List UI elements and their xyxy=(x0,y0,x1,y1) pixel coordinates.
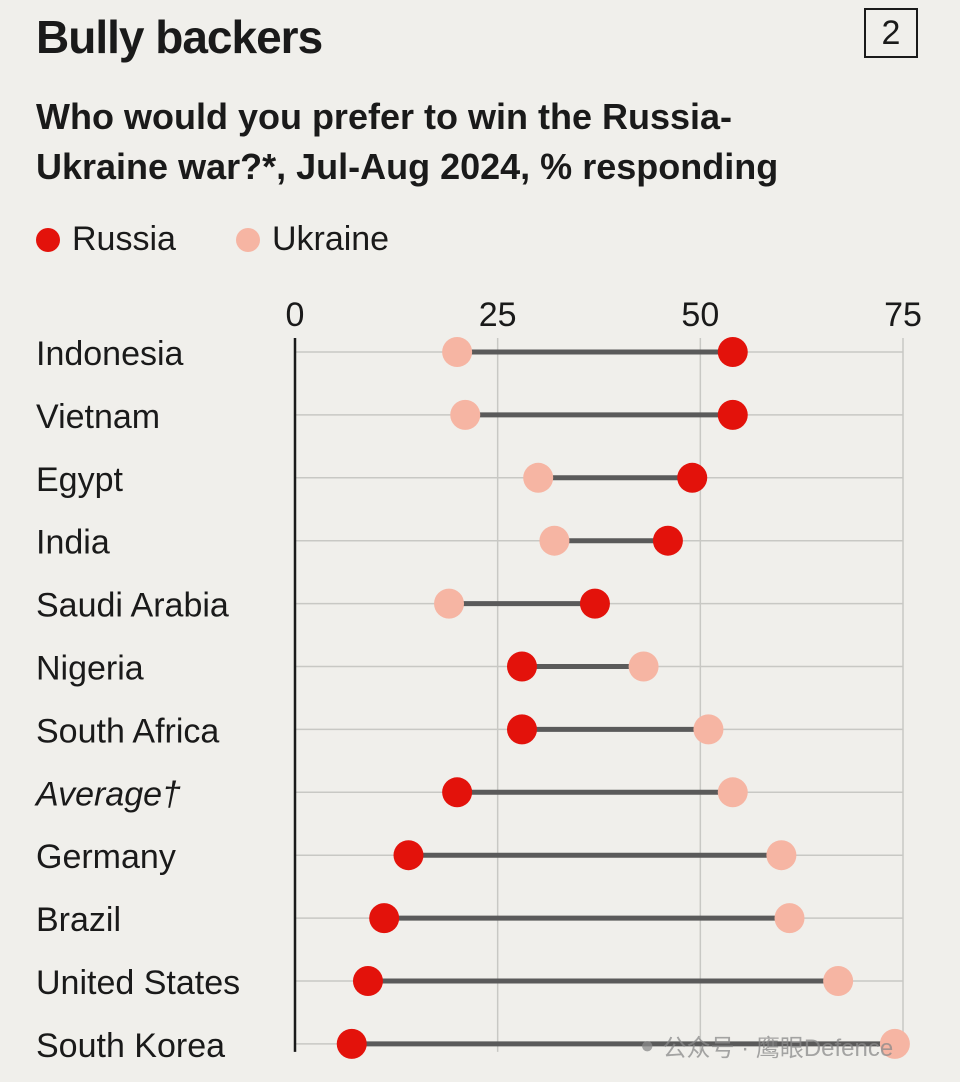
category-label: Germany xyxy=(36,838,176,876)
ukraine-point xyxy=(693,714,724,745)
legend-item-russia: Russia xyxy=(36,220,176,259)
russia-point xyxy=(442,777,473,808)
x-tick-label: 0 xyxy=(286,296,305,334)
legend-swatch-russia xyxy=(36,227,60,252)
category-label: South Korea xyxy=(36,1027,225,1065)
category-label: Vietnam xyxy=(36,398,160,436)
russia-point xyxy=(352,966,383,996)
category-label: Indonesia xyxy=(36,335,184,373)
ukraine-point xyxy=(879,1028,910,1059)
chart-title: Bully backers xyxy=(36,11,323,63)
ukraine-point xyxy=(450,399,481,430)
category-label: Average† xyxy=(34,775,181,813)
watermark-text: 公众号 · 鹰眼Defence xyxy=(662,1035,894,1062)
legend-item-ukraine: Ukraine xyxy=(235,220,390,259)
russia-point xyxy=(579,588,610,619)
category-label: Saudi Arabia xyxy=(36,587,229,625)
ukraine-point xyxy=(717,777,748,808)
russia-point xyxy=(506,714,537,745)
x-tick-label: 50 xyxy=(681,296,719,334)
ukraine-point xyxy=(442,337,473,367)
legend-swatch-ukraine xyxy=(235,227,260,252)
chart-number-badge: 2 xyxy=(864,8,918,58)
category-label: India xyxy=(36,524,110,562)
wechat-icon: ● xyxy=(640,1031,655,1059)
x-tick-label: 25 xyxy=(479,296,517,334)
russia-point xyxy=(393,840,424,871)
russia-point xyxy=(369,903,400,934)
ukraine-point xyxy=(628,651,659,682)
ukraine-point xyxy=(539,525,570,556)
russia-point xyxy=(652,525,683,556)
russia-point xyxy=(336,1028,367,1059)
category-label: Brazil xyxy=(36,901,121,939)
category-label: United States xyxy=(36,964,240,1002)
chart-legend: Russia Ukraine xyxy=(36,220,449,259)
ukraine-point xyxy=(823,966,854,996)
legend-label-russia: Russia xyxy=(72,220,176,258)
russia-point xyxy=(717,399,748,430)
russia-point xyxy=(717,337,748,367)
ukraine-point xyxy=(523,462,554,493)
x-tick-label: 75 xyxy=(884,296,922,334)
category-label: Egypt xyxy=(36,461,123,499)
category-label: South Africa xyxy=(36,712,219,750)
chart-subtitle: Who would you prefer to win the Russia-U… xyxy=(36,96,779,187)
category-label: Nigeria xyxy=(36,650,144,688)
ukraine-point xyxy=(766,840,797,871)
russia-point xyxy=(506,651,537,682)
ukraine-point xyxy=(774,903,805,934)
ukraine-point xyxy=(434,588,465,619)
legend-label-ukraine: Ukraine xyxy=(271,220,390,258)
watermark: ● 公众号 · 鹰眼Defence xyxy=(640,1028,893,1063)
russia-point xyxy=(677,462,708,493)
